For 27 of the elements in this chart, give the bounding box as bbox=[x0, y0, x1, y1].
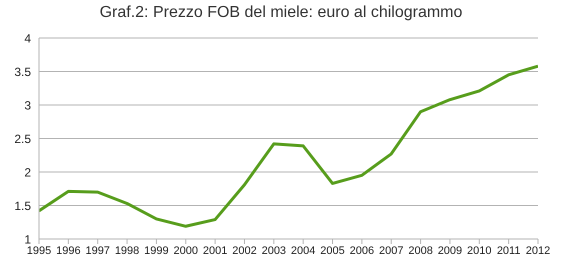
x-tick-label: 2001 bbox=[202, 244, 228, 257]
x-tick-label: 2008 bbox=[408, 244, 433, 257]
x-tick-label: 2010 bbox=[467, 244, 492, 257]
x-tick-label: 2011 bbox=[496, 244, 520, 257]
x-tick-label: 1995 bbox=[26, 244, 52, 257]
x-tick-label: 2004 bbox=[290, 244, 316, 257]
y-tick-label: 4 bbox=[24, 31, 32, 46]
x-tick-label: 2003 bbox=[262, 244, 286, 257]
x-tick-label: 2002 bbox=[232, 244, 257, 257]
x-tick-label: 2006 bbox=[350, 244, 374, 257]
x-tick-label: 2007 bbox=[378, 244, 404, 257]
y-tick-label: 2 bbox=[24, 165, 32, 180]
x-tick-label: 2012 bbox=[526, 244, 550, 257]
x-tick-label: 2005 bbox=[320, 244, 345, 257]
x-tick-label: 1998 bbox=[114, 244, 140, 257]
y-tick-label: 3 bbox=[24, 98, 32, 112]
x-tick-label: 1999 bbox=[144, 244, 169, 257]
y-tick-label: 2.5 bbox=[14, 132, 32, 146]
y-tick-label: 1 bbox=[24, 232, 32, 246]
x-tick-label: 2009 bbox=[438, 244, 462, 257]
chart-title: Graf.2: Prezzo FOB del miele: euro al chilogrammo bbox=[98, 4, 464, 23]
y-tick-label: 1.5 bbox=[14, 198, 32, 213]
x-tick-label: 1996 bbox=[56, 244, 81, 257]
y-tick-label: 3.5 bbox=[14, 64, 32, 79]
x-tick-label: 1997 bbox=[85, 244, 110, 257]
line-series bbox=[39, 64, 538, 228]
x-tick-label: 2000 bbox=[174, 244, 198, 257]
